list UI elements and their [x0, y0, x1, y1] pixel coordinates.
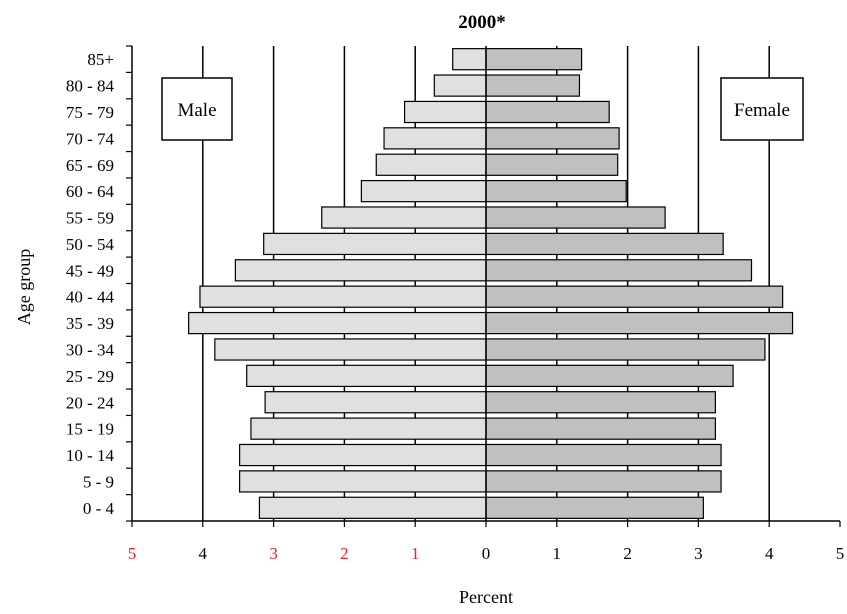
female-bar: [485, 443, 722, 467]
category-label: 20 - 24: [66, 393, 115, 412]
category-label: 85+: [87, 50, 114, 69]
female-bar: [485, 417, 716, 440]
bars: [188, 48, 794, 519]
male-bar: [321, 206, 487, 229]
grid-lines: [202, 46, 770, 521]
female-bar: [485, 496, 704, 519]
legend-male-box: [161, 77, 233, 141]
female-bar: [485, 100, 610, 124]
male-bar: [239, 470, 487, 493]
category-label: 5 - 9: [83, 472, 114, 491]
x-tick-label: 3: [269, 544, 278, 563]
female-bar: [485, 338, 766, 361]
category-label: 55 - 59: [66, 209, 114, 228]
x-tick-label: 0: [482, 544, 491, 563]
female-bar: [485, 127, 620, 150]
category-label: 60 - 64: [66, 182, 115, 201]
male-bar: [452, 48, 487, 71]
category-labels: 0 - 4 5 - 9 10 - 14 15 - 19 20 - 24 25 - 29 30…: [66, 50, 115, 518]
x-tick-label: 4: [765, 544, 774, 563]
male-bar: [375, 153, 487, 176]
female-bar: [485, 470, 722, 493]
female-bar: [485, 74, 581, 97]
legend-male: Male: [161, 77, 233, 141]
category-label: 10 - 14: [66, 446, 115, 465]
male-bar: [264, 391, 487, 414]
male-bar: [246, 364, 487, 388]
category-label: 15 - 19: [66, 420, 114, 439]
female-bar: [485, 259, 753, 282]
axes: [126, 45, 841, 527]
category-label: 70 - 74: [66, 129, 115, 148]
female-bar: [485, 48, 583, 71]
male-bar: [250, 417, 487, 440]
male-bar: [188, 311, 487, 335]
x-tick-label: 5: [836, 544, 845, 563]
male-bar: [433, 74, 487, 97]
category-label: 65 - 69: [66, 156, 114, 175]
chart-title: 2000*: [458, 12, 506, 33]
female-bar: [485, 153, 619, 176]
category-label: 0 - 4: [83, 499, 115, 518]
male-bar: [403, 100, 487, 124]
x-tick-label: 2: [623, 544, 632, 563]
female-bar: [485, 232, 724, 256]
female-bar: [485, 364, 734, 388]
female-bar: [485, 179, 627, 203]
x-tick-label: 1: [411, 544, 420, 563]
female-bar: [485, 391, 716, 414]
category-label: 50 - 54: [66, 235, 115, 254]
x-tick-label: 3: [694, 544, 703, 563]
female-bar: [485, 311, 794, 335]
x-axis-label: Percent: [459, 587, 513, 607]
y-axis-label: Age group: [14, 249, 34, 325]
legend-female-label: Female: [734, 100, 790, 121]
legend-female-box: [720, 77, 804, 141]
legend-male-label: Male: [177, 100, 216, 121]
female-bar: [485, 285, 784, 308]
x-tick-label: 4: [199, 544, 208, 563]
male-bar: [258, 496, 487, 519]
male-bar: [239, 443, 487, 467]
category-label: 25 - 29: [66, 367, 114, 386]
male-bar: [383, 127, 487, 150]
x-tick-label: 5: [128, 544, 137, 563]
category-label: 75 - 79: [66, 103, 114, 122]
category-label: 80 - 84: [66, 77, 115, 96]
category-label: 30 - 34: [66, 340, 115, 359]
x-tick-label: 2: [340, 544, 349, 563]
x-tick-labels: 5 4 3 2 1 0 1 2 3 4 5: [128, 544, 845, 563]
male-bar: [360, 179, 487, 203]
category-label: 45 - 49: [66, 261, 114, 280]
legend-female: Female: [720, 77, 804, 141]
female-bar: [485, 206, 666, 229]
male-bar: [263, 232, 487, 256]
male-bar: [199, 285, 487, 308]
category-label: 40 - 44: [66, 288, 115, 307]
male-bar: [214, 338, 487, 361]
male-bar: [234, 259, 487, 282]
category-label: 35 - 39: [66, 314, 114, 333]
x-tick-label: 1: [553, 544, 562, 563]
